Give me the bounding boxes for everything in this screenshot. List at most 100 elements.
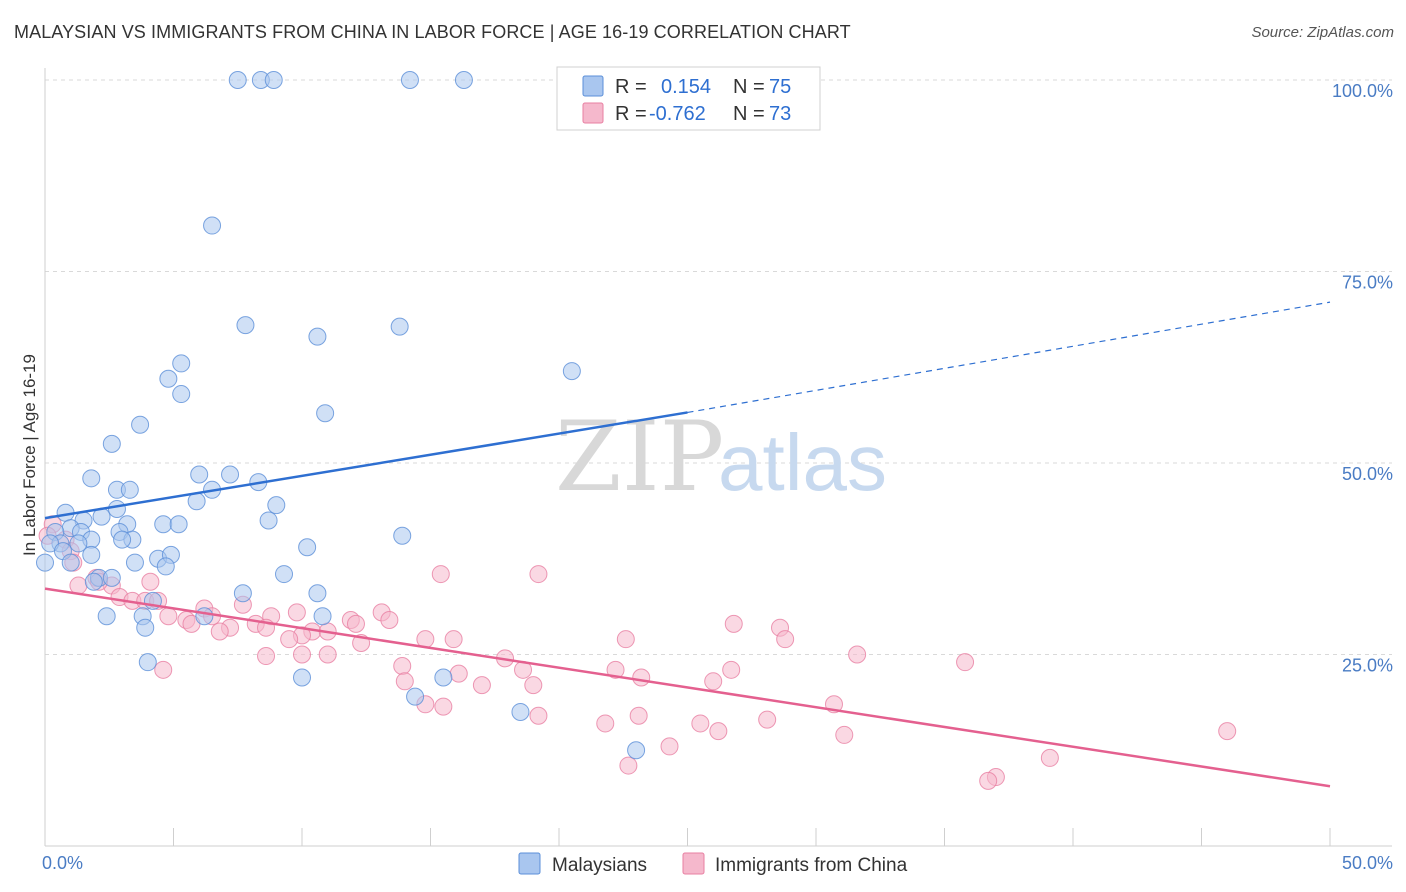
data-point-china — [141, 572, 160, 591]
data-point-china — [210, 622, 229, 641]
legend-r-value-china: -0.762 — [649, 103, 706, 125]
data-point-china — [444, 630, 463, 649]
data-point-malaysians — [97, 607, 116, 626]
data-point-malaysians — [131, 415, 150, 434]
watermark-zip: ZIP — [555, 401, 724, 513]
y-tick-label: 50.0% — [1342, 464, 1393, 484]
data-point-malaysians — [511, 702, 530, 721]
data-point-china — [431, 565, 450, 584]
data-point-malaysians — [275, 565, 294, 584]
data-point-malaysians — [393, 526, 412, 545]
data-point-malaysians — [102, 434, 121, 453]
x-tick-label: 0.0% — [42, 853, 83, 873]
data-point-china — [346, 614, 365, 633]
series-legend: Malaysians Immigrants from China — [518, 852, 908, 876]
legend-label-china: Immigrants from China — [715, 855, 908, 876]
legend-r-label: R = — [615, 103, 647, 125]
y-tick-label: 75.0% — [1342, 273, 1393, 293]
data-point-malaysians — [400, 71, 419, 89]
legend-r-value-malaysians: 0.154 — [661, 76, 711, 98]
source-credit: Source: ZipAtlas.com — [1251, 24, 1394, 41]
data-point-china — [979, 771, 998, 790]
gridlines — [45, 79, 1392, 655]
data-point-malaysians — [107, 499, 126, 518]
data-point-china — [472, 676, 491, 695]
data-point-malaysians — [298, 538, 317, 557]
data-point-china — [629, 706, 648, 725]
data-point-malaysians — [36, 553, 54, 572]
data-point-china — [722, 660, 741, 679]
data-point-china — [660, 737, 679, 756]
data-point-china — [524, 676, 543, 695]
data-point-china — [287, 603, 306, 622]
data-point-china — [159, 607, 178, 626]
data-point-malaysians — [82, 545, 101, 564]
data-point-malaysians — [195, 607, 214, 626]
data-point-china — [776, 630, 795, 649]
data-point-malaysians — [113, 530, 132, 549]
data-point-china — [449, 664, 468, 683]
legend-label-malaysians: Malaysians — [552, 855, 647, 876]
data-point-malaysians — [138, 653, 157, 672]
data-point-malaysians — [454, 71, 473, 89]
data-point-china — [69, 576, 88, 595]
data-point-malaysians — [84, 572, 103, 591]
data-point-china — [758, 710, 777, 729]
data-point-china — [380, 611, 399, 630]
data-point-china — [691, 714, 710, 733]
data-point-malaysians — [228, 71, 247, 89]
data-point-malaysians — [267, 496, 286, 515]
watermark-atlas: atlas — [718, 418, 887, 507]
data-point-china — [835, 725, 854, 744]
data-point-malaysians — [172, 354, 191, 373]
data-point-malaysians — [169, 515, 188, 534]
stats-legend: R = 0.154 N = 75 R = -0.762 N = 73 — [556, 66, 821, 131]
legend-swatch-malaysians — [518, 852, 541, 875]
y-axis-label: In Labor Force | Age 16-19 — [20, 354, 39, 556]
x-tick-labels: 0.0% 50.0% — [42, 853, 1393, 873]
legend-swatch-malaysians — [582, 75, 604, 97]
legend-swatch-china — [582, 102, 604, 124]
data-point-malaysians — [156, 557, 175, 576]
data-point-malaysians — [308, 584, 327, 603]
y-tick-label: 25.0% — [1342, 656, 1393, 676]
data-point-china — [1218, 722, 1237, 741]
data-point-china — [257, 647, 276, 666]
data-point-malaysians — [120, 480, 139, 499]
data-point-malaysians — [125, 553, 144, 572]
legend-n-label: N = — [733, 103, 765, 125]
data-point-malaysians — [102, 568, 121, 587]
data-point-china — [529, 565, 548, 584]
data-point-malaysians — [406, 687, 425, 706]
data-point-malaysians — [190, 465, 209, 484]
data-point-malaysians — [203, 216, 222, 235]
data-point-malaysians — [221, 465, 240, 484]
legend-swatch-china — [682, 852, 705, 875]
trend-lines — [44, 301, 1331, 788]
watermark: ZIP atlas — [555, 401, 887, 513]
data-point-china — [395, 672, 414, 691]
data-point-china — [632, 668, 651, 687]
data-point-china — [529, 706, 548, 725]
trend-line-malaysians — [44, 411, 688, 520]
data-point-china — [956, 653, 975, 672]
data-point-china — [724, 614, 743, 633]
data-point-malaysians — [136, 618, 155, 637]
y-tick-label: 100.0% — [1332, 81, 1393, 101]
data-point-malaysians — [316, 404, 335, 423]
data-point-malaysians — [562, 362, 581, 381]
chart-title: MALAYSIAN VS IMMIGRANTS FROM CHINA IN LA… — [14, 22, 851, 42]
data-point-china — [318, 645, 337, 664]
data-point-malaysians — [82, 469, 101, 488]
data-point-malaysians — [233, 584, 252, 603]
trend-line-malaysians-extension — [687, 301, 1331, 414]
data-point-china — [616, 630, 635, 649]
data-point-malaysians — [172, 385, 191, 404]
data-point-china — [709, 722, 728, 741]
data-point-malaysians — [313, 607, 332, 626]
data-point-malaysians — [627, 741, 646, 760]
data-point-malaysians — [69, 534, 88, 553]
data-point-china — [704, 672, 723, 691]
data-point-china — [280, 630, 299, 649]
legend-n-value-china: 73 — [769, 103, 791, 125]
